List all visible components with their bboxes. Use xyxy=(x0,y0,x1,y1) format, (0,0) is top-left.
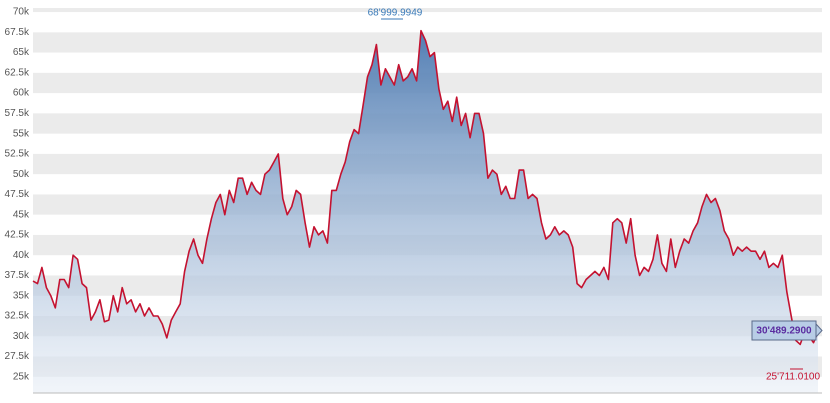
last-label: 30'489.2900 xyxy=(756,326,812,337)
y-tick-label: 65k xyxy=(13,47,30,58)
y-tick-label: 32.5k xyxy=(5,311,30,322)
y-tick-label: 57.5k xyxy=(5,108,30,119)
y-tick-label: 60k xyxy=(13,88,30,99)
area xyxy=(33,30,818,393)
line xyxy=(32,29,819,346)
y-tick-label: 40k xyxy=(13,250,30,261)
y-tick-label: 37.5k xyxy=(5,270,30,281)
y-tick-label: 27.5k xyxy=(5,351,30,362)
grid-band xyxy=(33,8,822,13)
max-label: 68'999.9949 xyxy=(368,8,423,19)
y-tick-label: 42.5k xyxy=(5,230,30,241)
y-tick-label: 45k xyxy=(13,209,30,220)
y-tick-label: 50k xyxy=(13,169,30,180)
y-tick-label: 52.5k xyxy=(5,149,30,160)
last-label-arrow xyxy=(815,322,823,339)
y-tick-label: 55k xyxy=(13,128,30,139)
grid-band xyxy=(33,32,822,53)
y-tick-label: 67.5k xyxy=(5,27,30,38)
y-tick-label: 62.5k xyxy=(5,67,30,78)
y-tick-label: 35k xyxy=(13,290,30,301)
min-label: 25'711.0100 xyxy=(766,372,820,383)
y-tick-label: 47.5k xyxy=(5,189,30,200)
y-tick-label: 25k xyxy=(13,371,30,382)
y-tick-label: 30k xyxy=(13,331,30,342)
y-tick-label: 70k xyxy=(13,7,30,18)
